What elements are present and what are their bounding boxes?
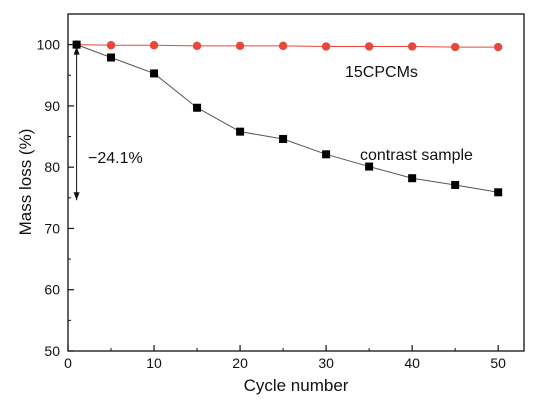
- x-tick-label: 0: [64, 355, 72, 371]
- data-point: [493, 42, 503, 52]
- data-point: [450, 42, 460, 52]
- data-point: [408, 174, 417, 183]
- x-tick-label: 10: [146, 355, 162, 371]
- y-axis-ticks: 50 60 70 80 90 100: [37, 37, 74, 359]
- plot-frame: [67, 13, 525, 352]
- series-label: 15CPCMs: [345, 64, 418, 81]
- data-point: [72, 40, 81, 49]
- data-point: [278, 41, 288, 51]
- annotation-arrowhead: [73, 46, 80, 55]
- data-point: [451, 180, 460, 189]
- x-tick-label: 50: [490, 355, 506, 371]
- x-axis-ticks: 0 10 20 30 40 50: [64, 345, 506, 371]
- x-axis-label: Cycle number: [244, 376, 349, 395]
- series-line: [76, 44, 499, 193]
- y-tick-label: 90: [44, 98, 60, 114]
- data-point: [107, 53, 116, 62]
- y-tick-label: 60: [44, 282, 60, 298]
- data-point: [365, 162, 374, 171]
- data-point: [192, 41, 202, 51]
- data-point: [322, 150, 331, 159]
- data-point: [150, 69, 159, 78]
- series-label: contrast sample: [360, 147, 473, 164]
- y-tick-label: 100: [37, 37, 61, 53]
- data-point: [407, 42, 417, 51]
- y-tick-label: 80: [44, 159, 60, 175]
- data-point: [494, 188, 503, 197]
- data-point: [235, 41, 245, 51]
- series-layer: [72, 40, 503, 197]
- y-tick-label: 70: [44, 220, 60, 236]
- annotation-layer: 15CPCMs contrast sample −24.1%: [73, 46, 473, 201]
- data-point: [236, 127, 245, 136]
- data-point: [106, 41, 116, 50]
- data-point: [149, 41, 159, 50]
- x-tick-label: 20: [232, 355, 248, 371]
- x-tick-label: 30: [318, 355, 334, 371]
- data-point: [364, 42, 374, 51]
- data-point: [279, 134, 288, 143]
- y-axis-label: Mass loss (%): [16, 129, 35, 236]
- annotation-arrowhead: [73, 192, 80, 201]
- data-point: [321, 42, 331, 51]
- x-tick-label: 40: [404, 355, 420, 371]
- series-line: [76, 44, 499, 48]
- y-tick-label: 50: [44, 343, 60, 359]
- annotation-label: −24.1%: [88, 150, 143, 167]
- data-point: [193, 103, 202, 112]
